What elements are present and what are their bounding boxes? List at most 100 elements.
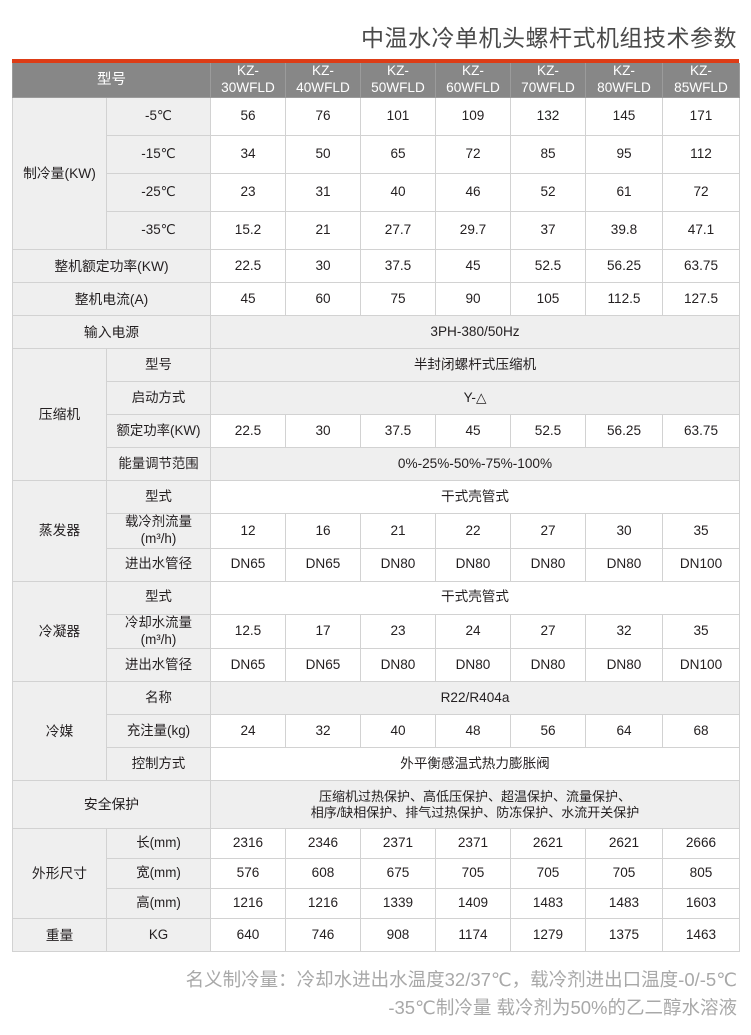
table-row-cooling-capacity-minus15: -15℃ 34 50 65 72 85 95 112 bbox=[13, 135, 740, 175]
cell-cond-flow-0: 12.5 bbox=[210, 613, 286, 650]
cell-cap-m25-5: 61 bbox=[585, 173, 663, 213]
cell-weight-2: 908 bbox=[360, 918, 436, 953]
cell-evap-flow-5: 30 bbox=[585, 513, 663, 549]
row-label-cap-m35: -35℃ bbox=[106, 211, 211, 251]
cell-ref-charge-4: 56 bbox=[510, 714, 586, 749]
table-row-compressor-model: 压缩机 型号 半封闭螺杆式压缩机 bbox=[12, 348, 740, 482]
cell-evap-pipe-2: DN80 bbox=[360, 547, 436, 582]
cell-dim-length-1: 2346 bbox=[285, 828, 361, 860]
header-model-4: KZ-70WFLD bbox=[510, 63, 586, 99]
cell-evap-pipe-3: DN80 bbox=[435, 547, 511, 582]
cell-cap-m35-2: 27.7 bbox=[360, 211, 436, 251]
cell-cond-flow-3: 24 bbox=[435, 613, 511, 650]
row-label-cap-m25: -25℃ bbox=[106, 173, 211, 213]
cell-comp-power-3: 45 bbox=[435, 414, 511, 449]
cell-cond-pipe-3: DN80 bbox=[435, 648, 511, 683]
cell-ref-charge-5: 64 bbox=[585, 714, 663, 749]
cell-comp-capacity-ctrl-merged: 0%-25%-50%-75%-100% bbox=[210, 447, 740, 482]
cell-cap-m25-4: 52 bbox=[510, 173, 586, 213]
cell-dim-length-4: 2621 bbox=[510, 828, 586, 860]
row-label-comp-start: 启动方式 bbox=[106, 381, 211, 416]
cell-rated-power-3: 45 bbox=[435, 249, 511, 284]
safety-line-1: 压缩机过热保护、高低压保护、超温保护、流量保护、 bbox=[318, 788, 631, 804]
cell-cap-m25-0: 23 bbox=[210, 173, 286, 213]
cell-rated-power-6: 63.75 bbox=[662, 249, 740, 284]
cell-evap-pipe-6: DN100 bbox=[662, 547, 740, 582]
row-label-evap-pipe: 进出水管径 bbox=[106, 547, 211, 582]
cell-cap-m5-6: 171 bbox=[662, 97, 740, 137]
cell-cap-m15-6: 112 bbox=[662, 135, 740, 175]
cell-cap-m25-3: 46 bbox=[435, 173, 511, 213]
group-label-condenser: 冷凝器 bbox=[12, 580, 107, 683]
cell-evap-pipe-5: DN80 bbox=[585, 547, 663, 582]
cell-current-3: 90 bbox=[435, 282, 511, 317]
cell-current-6: 127.5 bbox=[662, 282, 740, 317]
safety-line-2: 相序/缺相保护、排气过热保护、防冻保护、水流开关保护 bbox=[310, 804, 640, 820]
cell-evap-flow-6: 35 bbox=[662, 513, 740, 549]
cell-ref-name-merged: R22/R404a bbox=[210, 681, 740, 716]
cell-rated-power-1: 30 bbox=[285, 249, 361, 284]
cell-evap-pipe-4: DN80 bbox=[510, 547, 586, 582]
cell-weight-6: 1463 bbox=[662, 918, 740, 953]
cell-dim-height-1: 1216 bbox=[285, 888, 361, 920]
cell-comp-power-4: 52.5 bbox=[510, 414, 586, 449]
cell-cap-m15-4: 85 bbox=[510, 135, 586, 175]
cell-cap-m25-6: 72 bbox=[662, 173, 740, 213]
cell-comp-power-0: 22.5 bbox=[210, 414, 286, 449]
cell-comp-start-merged: Y-△ bbox=[210, 381, 740, 416]
cell-dim-height-2: 1339 bbox=[360, 888, 436, 920]
cell-cond-pipe-2: DN80 bbox=[360, 648, 436, 683]
cell-dim-width-3: 705 bbox=[435, 858, 511, 890]
cell-cond-pipe-4: DN80 bbox=[510, 648, 586, 683]
cell-cap-m5-1: 76 bbox=[285, 97, 361, 137]
cell-dim-height-3: 1409 bbox=[435, 888, 511, 920]
cell-evap-flow-2: 21 bbox=[360, 513, 436, 549]
cell-cap-m35-3: 29.7 bbox=[435, 211, 511, 251]
table-row-refrigerant-charge: 充注量(kg) 24 32 40 48 56 64 68 bbox=[13, 714, 740, 749]
spec-table: 型号 KZ-30WFLD KZ-40WFLD KZ-50WFLD KZ-60WF… bbox=[12, 63, 740, 953]
cell-comp-type-merged: 半封闭螺杆式压缩机 bbox=[210, 348, 740, 383]
group-label-cooling-capacity: 制冷量(KW) bbox=[12, 97, 107, 251]
cell-dim-height-5: 1483 bbox=[585, 888, 663, 920]
cell-cap-m35-5: 39.8 bbox=[585, 211, 663, 251]
cell-dim-length-6: 2666 bbox=[662, 828, 740, 860]
cell-rated-power-5: 56.25 bbox=[585, 249, 663, 284]
table-row-refrigerant-name: 冷媒 名称 R22/R404a bbox=[12, 681, 740, 782]
row-label-cond-form: 型式 bbox=[106, 580, 211, 615]
row-label-power-supply: 输入电源 bbox=[12, 315, 211, 350]
row-label-cond-flow: 冷却水流量(m³/h) bbox=[106, 613, 211, 650]
cell-dim-length-5: 2621 bbox=[585, 828, 663, 860]
table-row-condenser-flow: 冷却水流量(m³/h) 12.5 17 23 24 27 32 35 bbox=[13, 613, 740, 650]
row-label-weight-kg: KG bbox=[106, 918, 211, 953]
cell-cond-pipe-6: DN100 bbox=[662, 648, 740, 683]
spec-table-container: 型号 KZ-30WFLD KZ-40WFLD KZ-50WFLD KZ-60WF… bbox=[12, 59, 740, 953]
row-label-cond-pipe: 进出水管径 bbox=[106, 648, 211, 683]
cell-dim-width-4: 705 bbox=[510, 858, 586, 890]
cell-weight-0: 640 bbox=[210, 918, 286, 953]
cell-dim-width-1: 608 bbox=[285, 858, 361, 890]
row-label-ref-name: 名称 bbox=[106, 681, 211, 716]
row-label-comp-type: 型号 bbox=[106, 348, 211, 383]
table-row-condenser-pipe: 进出水管径 DN65 DN65 DN80 DN80 DN80 DN80 DN10… bbox=[13, 648, 740, 683]
cell-weight-3: 1174 bbox=[435, 918, 511, 953]
cell-cap-m25-2: 40 bbox=[360, 173, 436, 213]
cell-cond-pipe-5: DN80 bbox=[585, 648, 663, 683]
cell-cap-m5-0: 56 bbox=[210, 97, 286, 137]
cell-cap-m15-1: 50 bbox=[285, 135, 361, 175]
cell-current-0: 45 bbox=[210, 282, 286, 317]
table-row-cooling-capacity-minus25: -25℃ 23 31 40 46 52 61 72 bbox=[13, 173, 740, 213]
cell-cap-m35-1: 21 bbox=[285, 211, 361, 251]
cell-dim-width-2: 675 bbox=[360, 858, 436, 890]
row-label-comp-capacity-ctrl: 能量调节范围 bbox=[106, 447, 211, 482]
cell-comp-power-5: 56.25 bbox=[585, 414, 663, 449]
row-label-current: 整机电流(A) bbox=[12, 282, 211, 317]
group-label-compressor: 压缩机 bbox=[12, 348, 107, 482]
header-model-0: KZ-30WFLD bbox=[210, 63, 286, 99]
title-bar: 中温水冷单机头螺杆式机组技术参数 bbox=[0, 0, 751, 59]
cell-cond-form-merged: 干式壳管式 bbox=[210, 580, 740, 615]
header-model-5: KZ-80WFLD bbox=[585, 63, 663, 99]
footnote-line-2: -35℃制冷量 载冷剂为50%的乙二醇水溶液 bbox=[388, 997, 737, 1019]
row-label-safety: 安全保护 bbox=[12, 780, 211, 830]
header-model-6: KZ-85WFLD bbox=[662, 63, 740, 99]
